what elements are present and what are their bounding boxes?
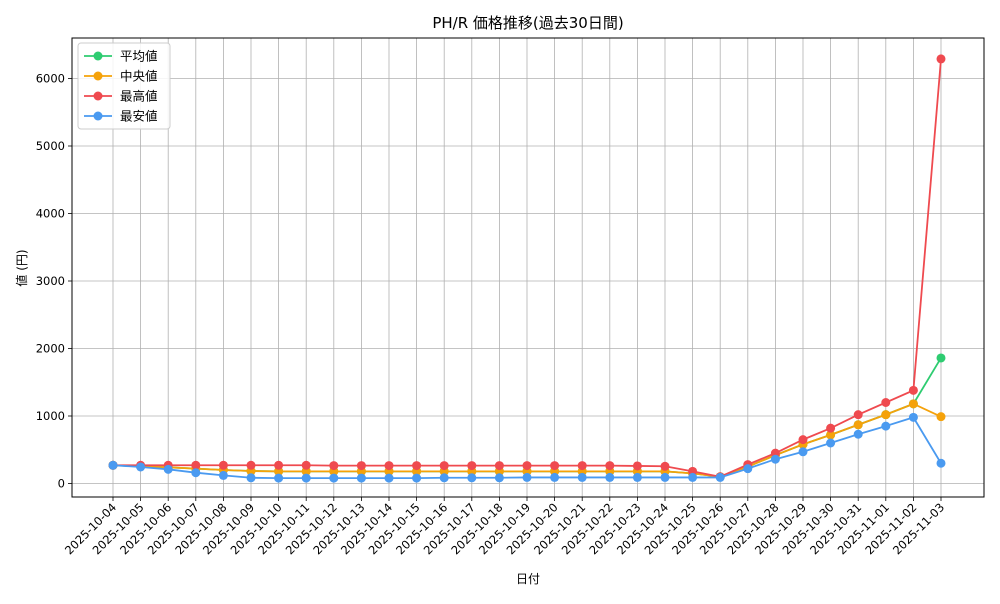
y-tick-label: 6000 — [36, 72, 65, 86]
data-point — [550, 461, 560, 471]
data-point — [522, 472, 532, 482]
data-point — [881, 410, 891, 420]
data-point — [908, 399, 918, 409]
data-point — [384, 473, 394, 483]
data-point — [274, 460, 284, 470]
legend-swatch-marker — [93, 91, 103, 101]
data-point — [218, 460, 228, 470]
data-point — [743, 464, 753, 474]
data-point — [826, 438, 836, 448]
data-point — [605, 472, 615, 482]
legend-item: 最高値 — [84, 89, 158, 104]
x-axis: 2025-10-042025-10-052025-10-062025-10-07… — [62, 497, 947, 557]
legend-item: 最安値 — [84, 109, 158, 124]
data-point — [577, 461, 587, 471]
y-axis: 0 1000 2000 3000 4000 5000 6000 — [36, 72, 72, 491]
data-point — [494, 461, 504, 471]
data-point — [329, 473, 339, 483]
y-tick-label: 2000 — [36, 342, 65, 356]
data-point — [439, 473, 449, 483]
data-point — [936, 54, 946, 64]
y-tick-label: 4000 — [36, 207, 65, 221]
legend-swatch-marker — [93, 71, 103, 81]
data-point — [218, 470, 228, 480]
data-point — [715, 472, 725, 482]
legend-label: 平均値 — [120, 49, 158, 64]
y-tick-label: 3000 — [36, 274, 65, 288]
legend-box — [77, 42, 171, 130]
data-point — [853, 429, 863, 439]
data-point — [274, 473, 284, 483]
data-point — [770, 454, 780, 464]
data-point — [632, 472, 642, 482]
data-point — [881, 421, 891, 431]
legend-item: 中央値 — [84, 69, 158, 84]
data-point — [522, 461, 532, 471]
series-4 — [108, 412, 946, 483]
data-point — [467, 461, 477, 471]
y-tick-label: 1000 — [36, 409, 65, 423]
y-tick-label: 0 — [58, 477, 65, 491]
legend-label: 中央値 — [120, 69, 158, 84]
data-point — [356, 473, 366, 483]
data-point — [853, 410, 863, 420]
data-point — [412, 461, 422, 471]
data-point — [246, 473, 256, 483]
data-point — [439, 461, 449, 471]
data-point — [329, 461, 339, 471]
data-point — [936, 458, 946, 468]
data-point — [605, 461, 615, 471]
data-point — [136, 462, 146, 472]
plot-area — [71, 37, 985, 498]
data-point — [798, 435, 808, 445]
data-point — [467, 473, 477, 483]
data-point — [550, 472, 560, 482]
legend-swatch-marker — [93, 111, 103, 121]
data-point — [826, 423, 836, 433]
data-point — [412, 473, 422, 483]
legend-item: 平均値 — [84, 49, 158, 64]
series-group — [108, 54, 946, 483]
data-point — [632, 461, 642, 471]
data-point — [660, 472, 670, 482]
y-axis-label: 値 (円) — [14, 249, 29, 286]
data-point — [936, 353, 946, 363]
x-axis-label: 日付 — [516, 572, 540, 586]
data-point — [577, 472, 587, 482]
data-point — [301, 473, 311, 483]
data-point — [798, 447, 808, 457]
data-point — [688, 472, 698, 482]
data-point — [356, 461, 366, 471]
data-point — [191, 460, 201, 470]
data-point — [108, 460, 118, 470]
data-point — [246, 460, 256, 470]
data-point — [660, 461, 670, 471]
legend-label: 最安値 — [120, 109, 158, 124]
data-point — [163, 464, 173, 474]
data-point — [908, 385, 918, 395]
legend-label: 最高値 — [120, 89, 158, 104]
grid — [72, 38, 984, 497]
chart-title: PH/R 価格推移(過去30日間) — [432, 14, 623, 32]
data-point — [301, 460, 311, 470]
data-point — [384, 461, 394, 471]
data-point — [826, 430, 836, 440]
data-point — [494, 473, 504, 483]
data-point — [853, 420, 863, 430]
data-point — [881, 398, 891, 407]
data-point — [908, 412, 918, 422]
legend-swatch-marker — [93, 51, 103, 61]
data-point — [936, 412, 946, 422]
y-tick-label: 5000 — [36, 139, 65, 153]
data-point — [191, 468, 201, 478]
